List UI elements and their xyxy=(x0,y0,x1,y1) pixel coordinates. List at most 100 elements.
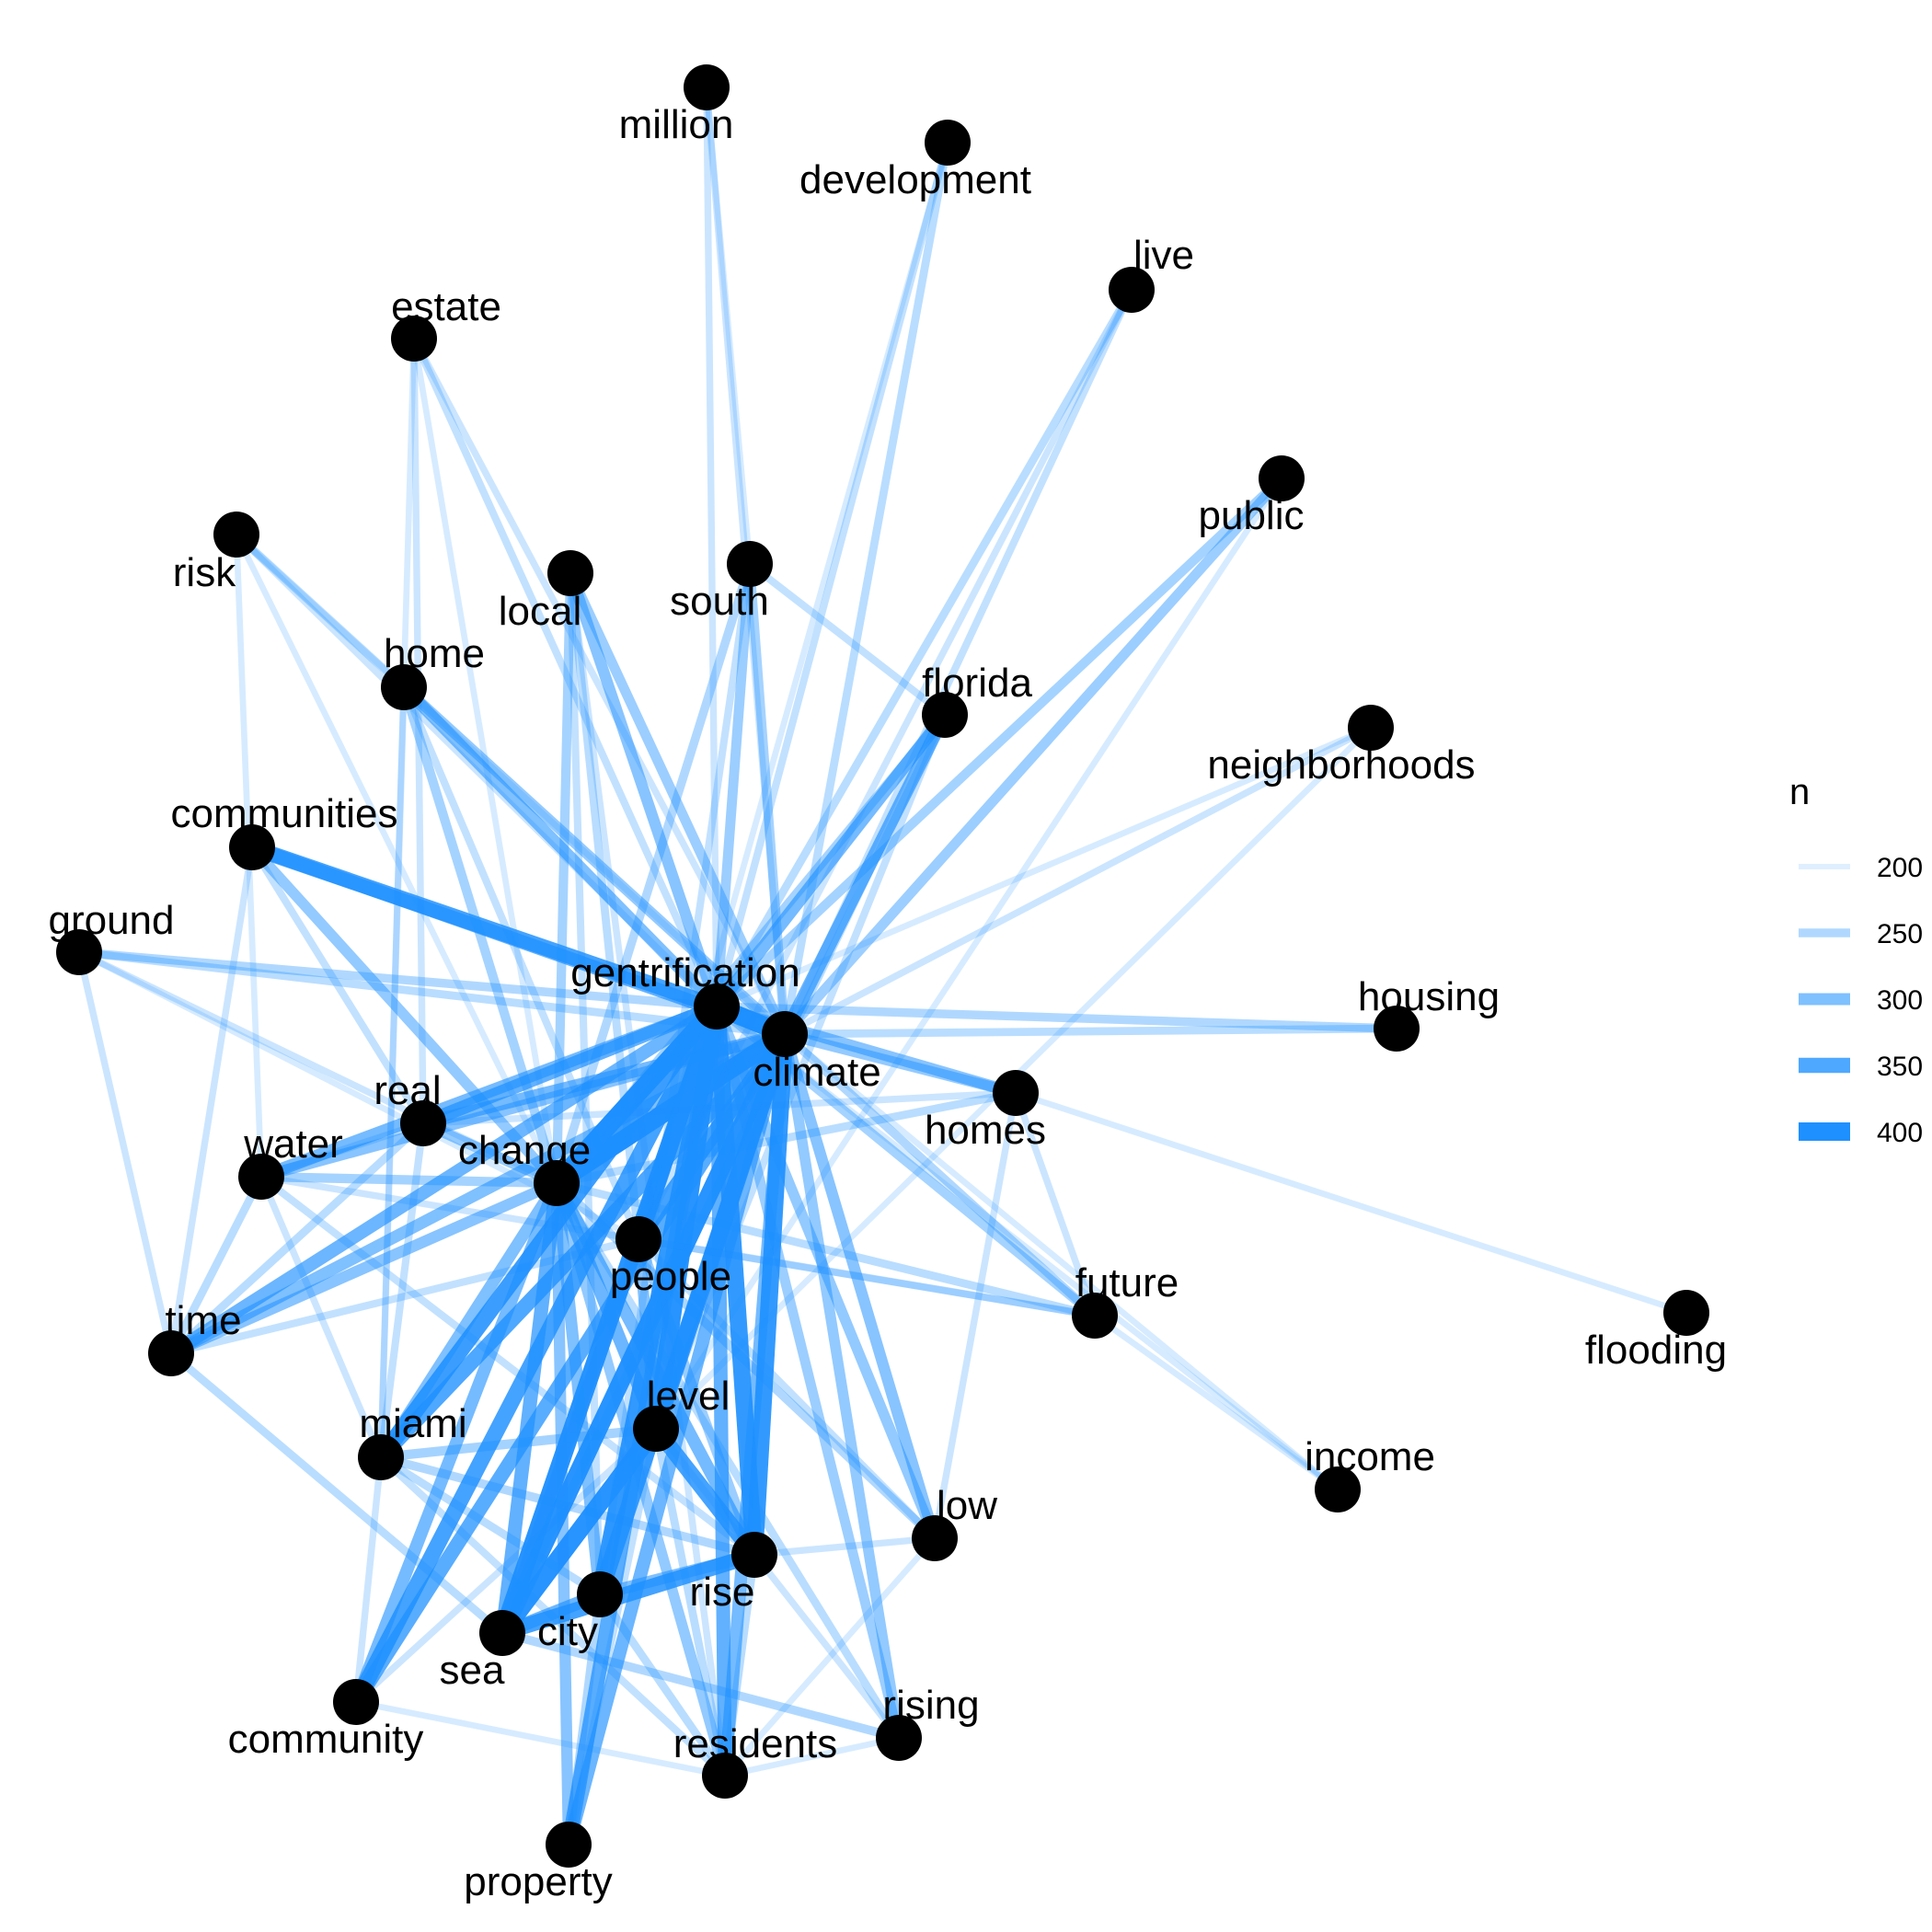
node-label-change: change xyxy=(458,1128,591,1173)
legend-key-400 xyxy=(1799,1122,1850,1141)
legend-label-200: 200 xyxy=(1877,853,1923,883)
node-label-community: community xyxy=(228,1717,424,1762)
edge-gentrification-housing xyxy=(716,1002,1397,1033)
node-label-public: public xyxy=(1199,493,1305,538)
edge-time-sea xyxy=(168,1350,505,1637)
node-flooding xyxy=(1663,1290,1709,1336)
edge-south-million xyxy=(703,86,753,565)
edge-gentrification-public xyxy=(713,475,1285,1010)
edge-gentrification-neighborhoods xyxy=(715,724,1373,1010)
edge-real-water xyxy=(259,1120,425,1180)
edge-climate-time xyxy=(168,1029,788,1359)
edge-change-risk xyxy=(233,533,560,1185)
node-climate xyxy=(762,1011,808,1057)
edge-water-rise xyxy=(259,1173,757,1558)
edge-water-miami xyxy=(258,1175,385,1459)
node-level xyxy=(633,1406,679,1452)
node-label-risk: risk xyxy=(173,550,236,595)
node-label-flooding: flooding xyxy=(1585,1328,1727,1373)
edge-gentrification-rising xyxy=(711,1005,904,1740)
node-label-florida: florida xyxy=(922,661,1032,706)
legend-label-350: 350 xyxy=(1877,1052,1923,1082)
edge-change-miami xyxy=(375,1179,562,1461)
node-ground xyxy=(56,929,102,975)
edge-gentrification-risk xyxy=(234,532,719,1009)
node-community xyxy=(333,1679,379,1725)
node-rise xyxy=(731,1532,777,1578)
edge-south-florida xyxy=(747,560,948,719)
node-label-low: low xyxy=(937,1483,997,1528)
edge-ground-time xyxy=(75,951,175,1354)
node-label-gentrification: gentrification xyxy=(570,950,799,995)
node-real xyxy=(400,1100,446,1146)
node-homes xyxy=(993,1070,1039,1116)
node-rising xyxy=(876,1715,922,1761)
node-label-live: live xyxy=(1133,233,1194,278)
node-people xyxy=(615,1216,661,1262)
edge-change-property xyxy=(550,1182,575,1846)
node-label-time: time xyxy=(165,1298,241,1343)
edge-climate-risk xyxy=(234,532,788,1037)
node-label-estate: estate xyxy=(391,284,501,329)
edge-live-people xyxy=(635,288,1135,1241)
edge-homes-flooding xyxy=(1014,1089,1688,1317)
edge-climate-south xyxy=(744,563,790,1035)
node-low xyxy=(912,1515,958,1561)
node-label-residents: residents xyxy=(673,1721,838,1766)
edge-public-level xyxy=(653,477,1284,1431)
edge-water-future xyxy=(260,1173,1096,1319)
edge-community-residents xyxy=(355,1698,726,1779)
edge-climate-florida xyxy=(778,711,951,1038)
edge-climate-homes xyxy=(783,1029,1018,1098)
edge-level-property xyxy=(565,1428,660,1846)
edge-real-time xyxy=(168,1120,426,1357)
edge-climate-property xyxy=(562,1032,791,1846)
edge-climate-live xyxy=(781,288,1135,1036)
edge-home-risk xyxy=(234,531,407,691)
edge-change-florida xyxy=(553,711,949,1187)
edge-change-time xyxy=(168,1178,559,1359)
edge-change-city xyxy=(550,1182,606,1595)
edge-gentrification-local xyxy=(565,571,722,1008)
node-live xyxy=(1109,267,1155,313)
edge-gentrification-ground xyxy=(78,948,718,1011)
edge-communities-real xyxy=(248,845,427,1126)
edge-estate-miami xyxy=(377,338,418,1458)
edges-layer xyxy=(75,86,1688,1846)
node-residents xyxy=(702,1753,748,1799)
edge-city-residents xyxy=(596,1592,729,1778)
edge-climate-home xyxy=(400,683,788,1039)
node-home xyxy=(381,664,427,710)
edge-community-level xyxy=(353,1426,659,1705)
node-south xyxy=(727,541,773,587)
node-miami xyxy=(358,1434,404,1480)
legend-items: 200 250 300 350 400 xyxy=(1799,853,1923,1148)
node-label-neighborhoods: neighborhoods xyxy=(1207,742,1475,788)
edge-gentrification-estate xyxy=(410,337,720,1008)
legend-key-350 xyxy=(1799,1057,1850,1074)
edge-rise-residents xyxy=(720,1554,759,1777)
legend-key-300 xyxy=(1799,993,1850,1006)
edge-change-south xyxy=(552,562,754,1185)
node-label-water: water xyxy=(243,1121,343,1167)
edge-miami-level xyxy=(380,1423,657,1463)
edge-gentrification-live xyxy=(713,287,1135,1009)
edge-low-residents xyxy=(722,1535,937,1778)
edge-gentrification-home xyxy=(399,683,721,1011)
edge-climate-public xyxy=(780,475,1286,1038)
edge-city-rise xyxy=(598,1548,756,1601)
edge-change-rising xyxy=(553,1180,903,1741)
edge-home-people xyxy=(400,685,642,1241)
node-neighborhoods xyxy=(1348,705,1394,751)
node-florida xyxy=(922,692,968,738)
node-label-income: income xyxy=(1305,1434,1435,1479)
node-label-real: real xyxy=(374,1068,441,1113)
edge-gentrification-water xyxy=(259,1000,719,1183)
legend-title: n xyxy=(1789,772,1810,812)
node-income xyxy=(1315,1466,1361,1512)
edge-change-real xyxy=(420,1118,559,1189)
node-label-communities: communities xyxy=(171,791,398,836)
edge-gentrification-time xyxy=(167,1000,720,1360)
edge-low-homes xyxy=(931,1092,1019,1539)
edge-rising-residents xyxy=(724,1734,900,1779)
